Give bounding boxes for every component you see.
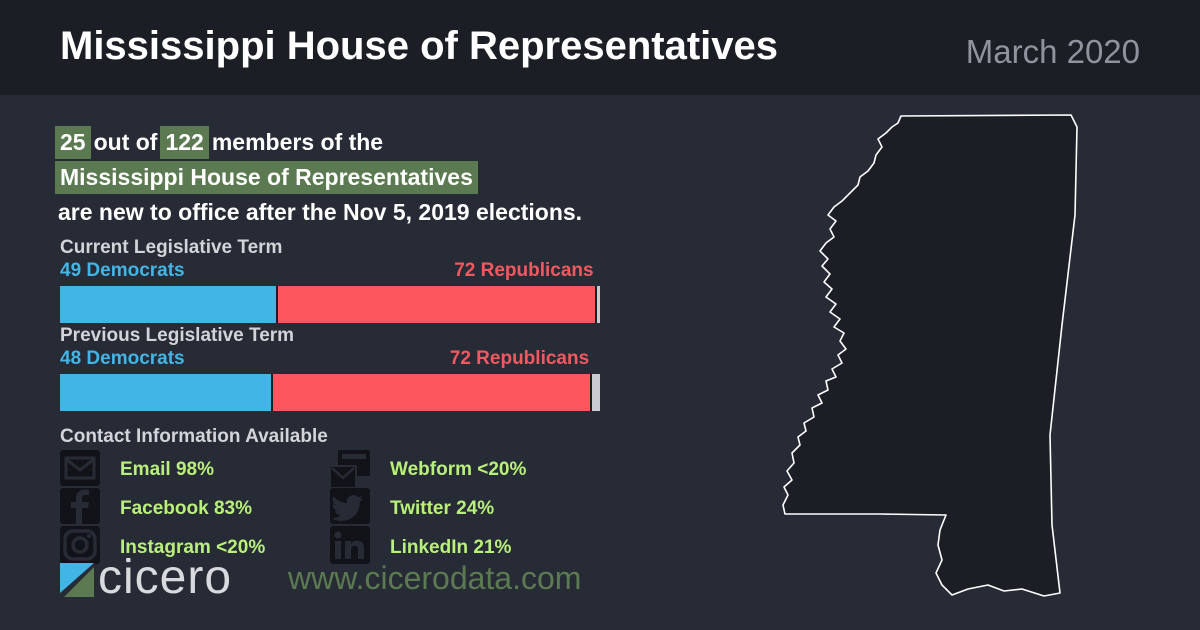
mississippi-state-map [770, 105, 1090, 605]
total-member-count: 122 [160, 126, 208, 159]
website-link[interactable]: www.cicerodata.com [288, 560, 581, 597]
previous-republicans-segment [273, 374, 590, 411]
webform-icon [330, 450, 370, 490]
cicero-logo-mark [60, 563, 94, 597]
facebook-icon [60, 488, 100, 528]
cicero-logo-text: cicero [98, 550, 232, 605]
intro-summary: 25 out of 122 members of the Mississippi Ho… [55, 126, 585, 231]
previous-republicans-count: 72 Republicans [450, 348, 589, 370]
date-label: March 2020 [966, 33, 1140, 71]
current-term-label: Current Legislative Term [60, 237, 282, 259]
new-member-count: 25 [55, 126, 91, 159]
contact-webform: Webform <20% [390, 459, 526, 481]
current-republicans-count: 72 Republicans [454, 260, 593, 282]
legislative-body-name: Mississippi House of Representatives [55, 161, 478, 194]
intro-suffix: are new to office after the Nov 5, 2019 … [55, 199, 585, 225]
page-title: Mississippi House of Representatives [60, 24, 778, 69]
current-democrats-count: 49 Democrats [60, 260, 185, 282]
contact-email: Email 98% [120, 459, 214, 481]
contact-linkedin: LinkedIn 21% [390, 537, 511, 559]
previous-vacant-segment [592, 374, 600, 411]
previous-democrats-count: 48 Democrats [60, 348, 185, 370]
envelope-icon [60, 450, 100, 490]
contact-twitter: Twitter 24% [390, 498, 494, 520]
instagram-icon [60, 526, 100, 566]
contact-facebook: Facebook 83% [120, 498, 252, 520]
intro-out-of: out of [91, 129, 161, 155]
previous-democrats-segment [60, 374, 271, 411]
intro-members-of-the: members of the [209, 129, 386, 155]
state-outline [783, 115, 1077, 596]
current-democrats-segment [60, 286, 276, 323]
current-vacant-segment [597, 286, 600, 323]
current-republicans-segment [278, 286, 595, 323]
current-term-bar [60, 286, 600, 323]
twitter-icon [330, 488, 370, 528]
previous-term-bar [60, 374, 600, 411]
previous-term-label: Previous Legislative Term [60, 325, 294, 347]
header-bar: Mississippi House of Representatives Mar… [0, 0, 1200, 95]
contact-info-title: Contact Information Available [60, 426, 328, 448]
